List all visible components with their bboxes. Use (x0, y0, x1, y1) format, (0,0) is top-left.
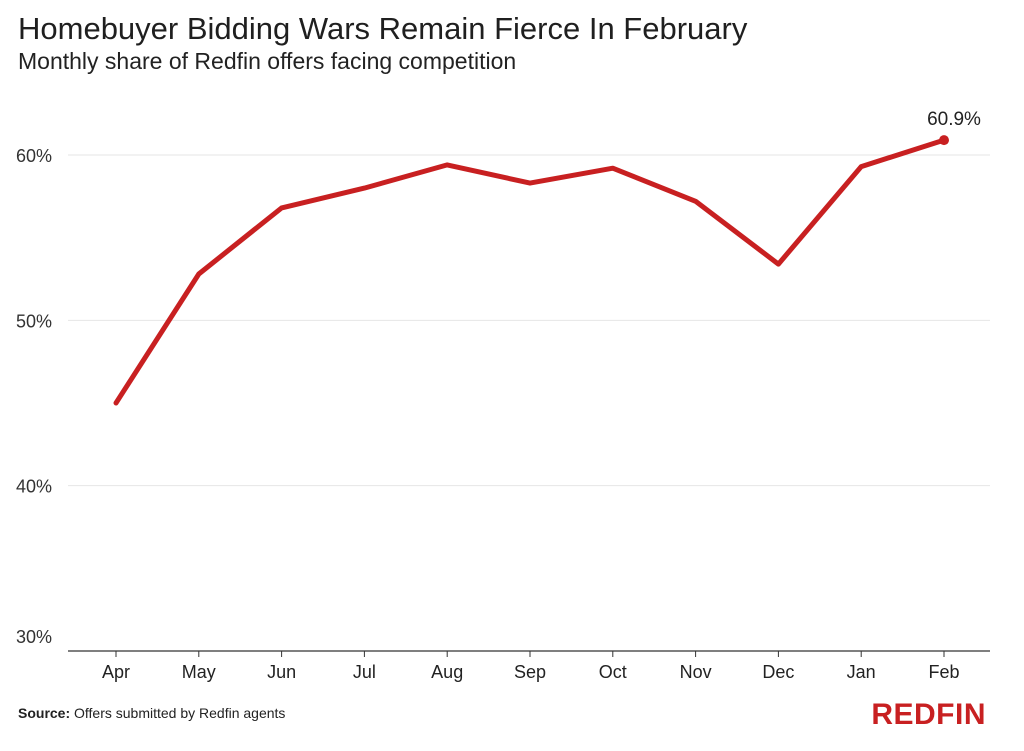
x-tick-label: Apr (102, 662, 130, 682)
x-tick-label: Dec (762, 662, 794, 682)
x-tick-label: Jul (353, 662, 376, 682)
x-tick-label: Jun (267, 662, 296, 682)
redfin-logo: REDFIN (871, 698, 986, 731)
data-label: 60.9% (927, 109, 981, 130)
end-point-marker (939, 135, 949, 146)
x-tick-label: Jan (847, 662, 876, 682)
source-note: Source: Offers submitted by Redfin agent… (18, 705, 285, 721)
x-tick-label: Nov (680, 662, 712, 682)
chart-title: Homebuyer Bidding Wars Remain Fierce In … (18, 11, 748, 46)
y-tick-label: 40% (16, 477, 52, 497)
x-tick-label: Feb (928, 662, 959, 682)
y-tick-label: 50% (16, 311, 52, 331)
source-label: Source: (18, 705, 71, 721)
y-tick-label: 60% (16, 146, 52, 166)
x-tick-label: Aug (431, 662, 463, 682)
x-tick-label: Oct (599, 662, 627, 682)
x-tick-label: Sep (514, 662, 546, 682)
x-tick-label: May (182, 662, 216, 682)
y-tick-label: 30% (16, 627, 52, 647)
source-text: Offers submitted by Redfin agents (74, 705, 286, 721)
series-line (113, 137, 947, 406)
chart-subtitle: Monthly share of Redfin offers facing co… (18, 48, 517, 74)
